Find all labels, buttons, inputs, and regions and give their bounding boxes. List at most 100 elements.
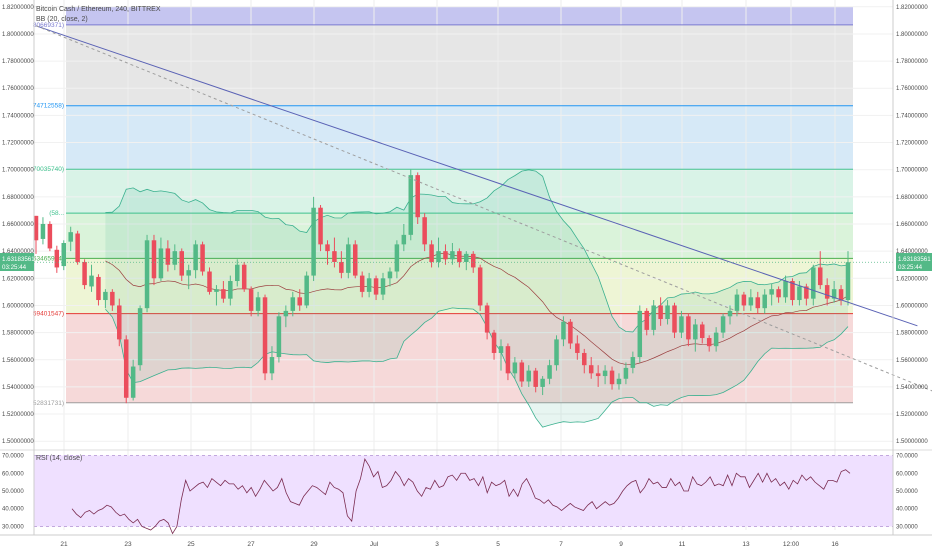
- candle-body-22: [186, 270, 191, 276]
- candle-body-84: [616, 378, 622, 385]
- candle-body-74: [547, 365, 552, 379]
- candle-body-89: [651, 305, 656, 330]
- candle-body-12: [117, 305, 122, 340]
- candle-body-69: [512, 362, 518, 374]
- x-tick-0: 21: [60, 541, 68, 548]
- candle-body-35: [276, 316, 282, 358]
- candle-body-7: [82, 262, 87, 286]
- x-tick-13: 16: [831, 541, 839, 548]
- candle-body-107: [776, 289, 781, 298]
- trend-lines: [34, 25, 932, 392]
- candle-body-82: [602, 370, 608, 377]
- y-tick-right-3: 1.56000000: [896, 358, 928, 364]
- candle-body-32: [255, 297, 261, 311]
- rsi-tick-right-4: 70.0000: [896, 454, 918, 460]
- candle-body-70: [519, 362, 525, 382]
- candle-body-86: [630, 357, 636, 368]
- candle-body-36: [283, 310, 289, 317]
- candle-body-66: [491, 332, 497, 353]
- y-tick-left-5: 1.60000000: [2, 303, 34, 309]
- y-tick-right-14: 1.78000000: [896, 59, 928, 65]
- candle-body-39: [304, 275, 309, 306]
- candle-body-98: [713, 332, 719, 347]
- candle-body-20: [172, 251, 178, 265]
- candle-body-99: [720, 316, 726, 333]
- candle-body-5: [68, 232, 73, 242]
- candle-body-116: [838, 289, 844, 301]
- countdown-left-value: 03:25:44: [2, 264, 27, 271]
- candle-body-67: [498, 346, 504, 353]
- bb-fill: [105, 169, 848, 428]
- candle-body-28: [228, 281, 233, 299]
- candle-body-37: [290, 297, 296, 311]
- fib-zone-3: [66, 169, 853, 214]
- rsi-tick-right-2: 50.0000: [896, 489, 918, 495]
- fib-label-3: (58...: [49, 210, 64, 217]
- candle-body-64: [477, 267, 483, 306]
- rsi-tick-left-2: 50.0000: [2, 489, 24, 495]
- candle-body-24: [200, 244, 205, 272]
- x-tick-6: 3: [435, 541, 439, 548]
- chart-title: Bitcoin Cash / Ethereum, 240, BITTREX: [36, 6, 161, 13]
- fib-zone-2: [66, 105, 853, 170]
- candle-body-72: [533, 370, 538, 387]
- candle-body-71: [526, 370, 532, 382]
- candle-body-104: [755, 297, 761, 309]
- candle-body-96: [700, 324, 705, 339]
- x-tick-5: Jul: [370, 541, 379, 548]
- candle-body-23: [193, 244, 198, 271]
- candle-body-6: [75, 233, 80, 263]
- y-tick-right-9: 1.68000000: [896, 195, 928, 201]
- candle-body-88: [644, 310, 649, 330]
- candle-body-52: [394, 244, 400, 272]
- fib-label-2: 70035740): [33, 166, 64, 173]
- y-tick-left-8: 1.66000000: [2, 222, 34, 228]
- x-tick-4: 29: [310, 541, 318, 548]
- candle-body-111: [804, 286, 809, 299]
- candle-body-75: [554, 339, 559, 366]
- y-tick-right-2: 1.54000000: [896, 385, 928, 391]
- candle-body-25: [207, 271, 212, 292]
- candle-body-87: [637, 310, 643, 358]
- y-tick-left-3: 1.56000000: [2, 358, 34, 364]
- candle-body-115: [831, 289, 837, 299]
- x-tick-3: 27: [247, 541, 255, 548]
- x-tick-12: 12:00: [783, 541, 800, 548]
- candle-body-102: [741, 294, 747, 306]
- candle-body-8: [89, 275, 94, 287]
- y-tick-left-13: 1.76000000: [2, 86, 34, 92]
- candle-body-60: [450, 251, 455, 260]
- candle-body-92: [672, 305, 677, 333]
- candle-body-4: [61, 243, 67, 267]
- candle-body-103: [748, 297, 754, 306]
- rsi-pane: [0, 449, 932, 535]
- candle-body-73: [540, 378, 545, 387]
- candle-body-93: [679, 316, 684, 333]
- candle-body-91: [665, 305, 670, 320]
- grid-lines: [34, 0, 893, 530]
- candle-body-17: [151, 240, 157, 279]
- y-tick-left-4: 1.58000000: [2, 331, 34, 337]
- candle-body-41: [318, 207, 323, 245]
- y-tick-right-1: 1.52000000: [896, 412, 928, 418]
- candle-body-83: [609, 370, 615, 385]
- y-tick-left-15: 1.80000000: [2, 32, 34, 38]
- candle-body-29: [235, 264, 240, 282]
- last-price-left-badge: 1.63183561 03:25:44: [0, 253, 35, 271]
- candle-body-33: [262, 297, 268, 374]
- fib-label-4: 63465924): [33, 255, 64, 262]
- candle-body-11: [110, 291, 115, 306]
- bb-lower-line: [105, 307, 849, 428]
- candle-body-1: [40, 224, 46, 239]
- candle-body-65: [484, 305, 490, 333]
- y-tick-left-2: 1.54000000: [2, 385, 34, 391]
- candle-body-97: [706, 338, 712, 347]
- candle-body-101: [734, 294, 740, 311]
- candle-body-112: [811, 267, 816, 299]
- candle-body-45: [346, 244, 351, 273]
- candle-body-43: [332, 251, 337, 263]
- y-tick-left-6: 1.62000000: [2, 276, 34, 282]
- candle-body-106: [769, 289, 774, 295]
